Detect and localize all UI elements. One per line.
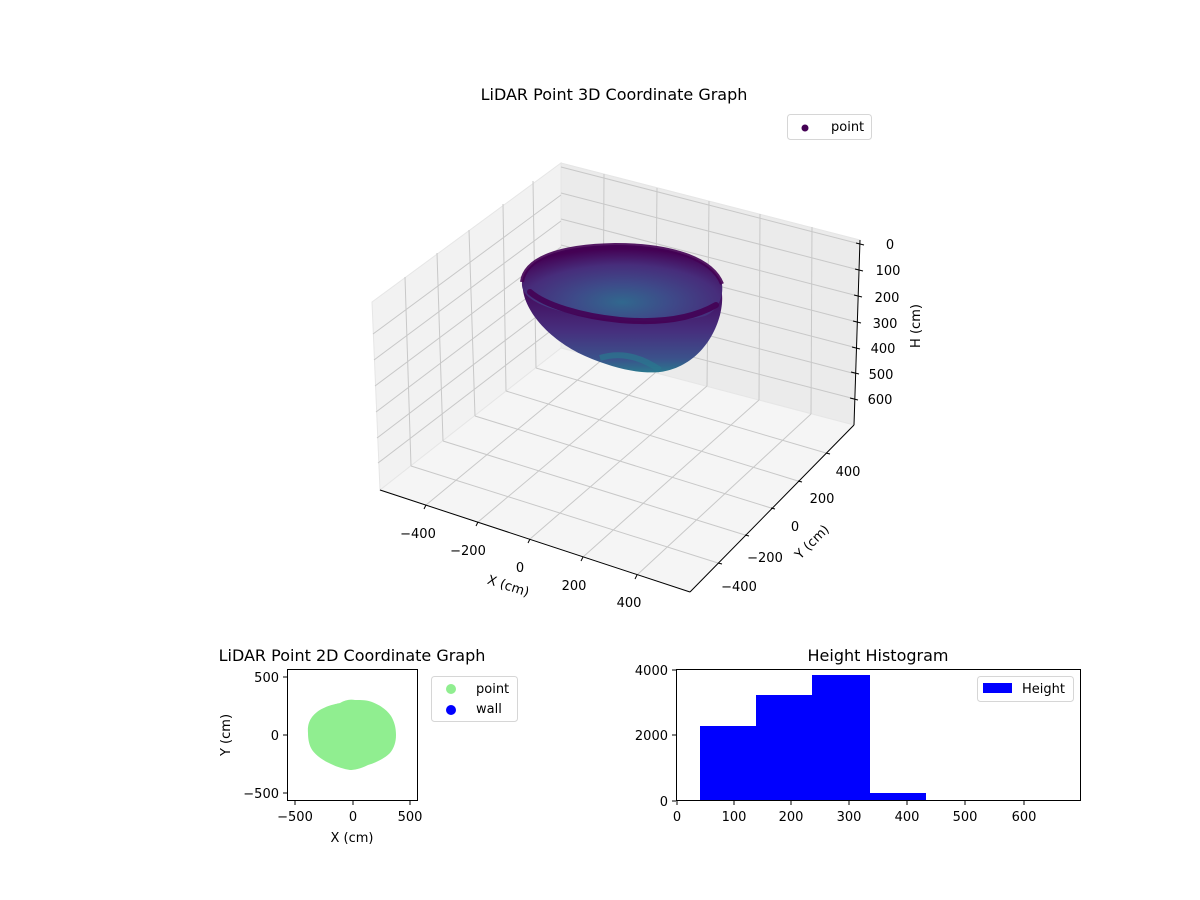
x-tick: 200 xyxy=(779,810,804,825)
wall-marker-icon xyxy=(446,705,456,715)
x-tick: −200 xyxy=(450,544,486,559)
legend-histogram: Height xyxy=(977,676,1074,702)
x-tick: −500 xyxy=(277,810,313,825)
x-axis-line xyxy=(379,489,691,593)
x-tick: 400 xyxy=(895,810,920,825)
histogram-bar xyxy=(812,675,870,801)
plot-2d-y-ticks: 500 0 −500 xyxy=(243,671,279,802)
legend-3d: point xyxy=(787,114,872,140)
legend-label-point: point xyxy=(476,682,509,697)
point-cloud-bowl xyxy=(520,242,724,373)
plot-3d: LiDAR Point 3D Coordinate Graph xyxy=(371,85,924,611)
h-axis-line xyxy=(853,239,861,426)
y-tick: 0 xyxy=(660,795,668,810)
x-tick: 500 xyxy=(398,810,423,825)
y-tick: 0 xyxy=(791,520,799,535)
x-tick: 500 xyxy=(953,810,978,825)
x-tick-labels-3d: −400 −200 0 200 400 xyxy=(400,527,641,611)
plot-3d-title: LiDAR Point 3D Coordinate Graph xyxy=(481,85,748,104)
histogram-x-ticks: 0 100 200 300 400 500 600 xyxy=(673,810,1037,825)
y-tick: 4000 xyxy=(635,664,668,679)
h-tick: 400 xyxy=(871,342,896,357)
h-tick-labels-3d: 0 100 200 300 400 500 600 xyxy=(868,238,901,408)
h-tick: 100 xyxy=(876,264,901,279)
h-tick: 600 xyxy=(868,393,893,408)
height-swatch-icon xyxy=(983,683,1012,693)
histogram-title: Height Histogram xyxy=(808,646,949,665)
grid-3d xyxy=(372,166,861,576)
plot-2d-x-ticks: −500 0 500 xyxy=(277,810,422,825)
x-tick: 0 xyxy=(673,810,681,825)
legend-label-wall: wall xyxy=(476,702,502,717)
x-tick: 0 xyxy=(516,561,524,576)
y-tick: 0 xyxy=(271,729,279,744)
y-tick: 400 xyxy=(836,465,861,480)
x-tick: 600 xyxy=(1012,810,1037,825)
x-tick: 0 xyxy=(349,810,357,825)
points-scatter xyxy=(307,699,396,770)
h-tick: 500 xyxy=(869,368,894,383)
h-tick: 200 xyxy=(875,291,900,306)
x-tick: 200 xyxy=(562,579,587,594)
h-tick: 300 xyxy=(873,317,898,332)
plot-2d-title: LiDAR Point 2D Coordinate Graph xyxy=(219,646,486,665)
histogram-bar xyxy=(700,726,757,801)
y-tick: −400 xyxy=(721,580,757,595)
axes-3d-lines xyxy=(379,239,865,593)
plot-histogram: Height Histogram 4000 2000 0 0 xyxy=(635,646,1081,825)
legend-box xyxy=(787,114,872,140)
plot-2d: LiDAR Point 2D Coordinate Graph 500 0 −5… xyxy=(219,646,518,846)
legend-2d: point wall xyxy=(431,676,518,722)
x-axis-label-3d: X (cm) xyxy=(485,573,531,601)
plot-2d-xlabel: X (cm) xyxy=(331,831,374,846)
legend-label-point: point xyxy=(831,120,864,135)
x-tick: −400 xyxy=(400,527,436,542)
y-tick: 200 xyxy=(810,492,835,507)
histogram-axes-frame xyxy=(676,669,1081,801)
y-tick-labels-3d: −400 −200 0 200 400 xyxy=(721,465,860,595)
histogram-bars xyxy=(700,675,926,801)
y-tick: −500 xyxy=(243,787,279,802)
x-tick: 300 xyxy=(837,810,862,825)
y-tick: 2000 xyxy=(635,729,668,744)
point-marker-icon xyxy=(446,684,456,694)
plot-2d-ylabel: Y (cm) xyxy=(219,714,234,757)
histogram-bar xyxy=(756,695,813,801)
x-tick: 100 xyxy=(722,810,747,825)
legend-box xyxy=(977,676,1074,702)
plot-2d-ticks xyxy=(283,676,411,805)
histogram-ticks xyxy=(672,669,1025,805)
histogram-bar xyxy=(869,793,926,801)
legend-label-height: Height xyxy=(1022,682,1065,697)
x-tick: 400 xyxy=(617,596,642,611)
h-tick: 0 xyxy=(886,238,894,253)
y-tick: −200 xyxy=(747,551,783,566)
histogram-y-ticks: 4000 2000 0 xyxy=(635,664,668,810)
point-marker-icon xyxy=(801,124,809,132)
y-tick: 500 xyxy=(254,671,279,686)
h-axis-label-3d: H (cm) xyxy=(909,304,924,348)
